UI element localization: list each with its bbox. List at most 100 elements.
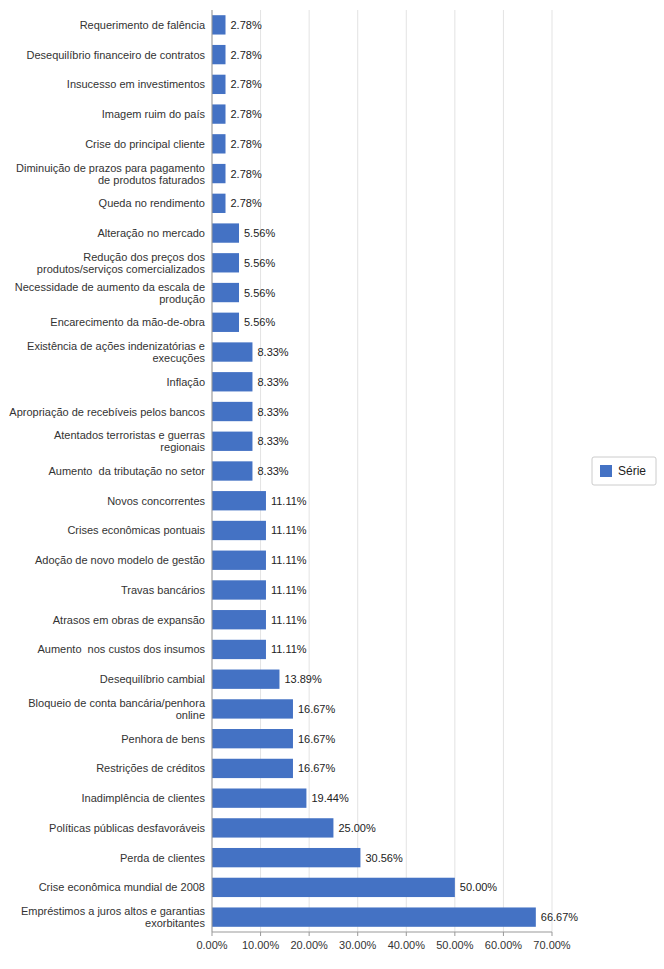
y-tick-label: Desequilíbrio cambial [100,673,205,685]
y-tick-label: Empréstimos a juros altos e garantiasexo… [21,905,206,929]
y-tick-label: Novos concorrentes [107,495,205,507]
legend-box [592,457,656,485]
bar [212,848,360,867]
y-tick-label: Aumento nos custos dos insumos [37,643,205,655]
bar [212,15,226,34]
y-tick-label: Crises econômicas pontuais [67,524,205,536]
data-label: 11.11% [271,524,307,536]
grid-line [212,10,213,932]
data-label: 8.33% [257,376,288,388]
x-tick-label: 30.00% [339,939,377,951]
bar [212,907,536,926]
bar [212,580,266,599]
bar [212,372,252,391]
y-tick-label: Apropriação de recebíveis pelos bancos [9,406,205,418]
y-tick-label: Encarecimento da mão-de-obra [50,316,206,328]
bar [212,521,266,540]
legend-swatch [600,465,612,477]
data-label: 11.11% [271,614,307,626]
bar [212,253,239,272]
x-tick-label: 0.00% [196,939,227,951]
data-label: 16.67% [298,703,336,715]
data-label: 8.33% [257,346,288,358]
x-tick-label: 10.00% [242,939,280,951]
data-label: 2.78% [231,19,262,31]
grid-line [552,10,553,932]
bar [212,551,266,570]
data-label: 5.56% [244,316,275,328]
data-label: 16.67% [298,733,336,745]
bars [212,15,536,927]
y-tick-label: Redução dos preços dosprodutos/serviços … [37,251,206,275]
y-tick-label: Requerimento de falência [80,19,206,31]
data-label: 5.56% [244,287,275,299]
y-tick-label: Bloqueio de conta bancária/penhoraonline [28,697,206,721]
y-tick-label: Restrições de créditos [96,762,205,774]
y-axis-line [212,10,213,932]
x-axis-line [212,932,552,933]
y-tick-label: Inadimplência de clientes [81,792,205,804]
data-label: 5.56% [244,227,275,239]
x-tick-label: 20.00% [290,939,328,951]
data-label: 50.00% [460,881,498,893]
bar [212,670,279,689]
bar [212,75,226,94]
y-tick-label: Existência de ações indenizatórias eexec… [27,340,205,364]
bar [212,640,266,659]
x-tick [260,932,261,936]
y-tick-label: Imagem ruim do país [102,108,206,120]
bar [212,878,455,897]
x-tick-label: 50.00% [436,939,474,951]
y-tick-label: Penhora de bens [121,733,205,745]
data-label: 19.44% [311,792,349,804]
y-tick-label: Aumento da tributação no setor [48,465,205,477]
x-tick [503,932,504,936]
y-tick-label: Atentados terroristas e guerrasregionais [54,429,206,453]
bar [212,223,239,242]
bar [212,104,226,123]
y-tick-label: Adoção de novo modelo de gestão [35,554,205,566]
y-tick-label: Necessidade de aumento da escala deprodu… [15,281,205,305]
data-label: 2.78% [231,108,262,120]
data-label: 8.33% [257,406,288,418]
grid [212,10,552,932]
data-label: 16.67% [298,762,336,774]
y-tick-label: Diminuição de prazos para pagamentode pr… [16,162,205,186]
y-tick-label: Crise do principal cliente [85,138,205,150]
bar [212,729,293,748]
grid-line [406,10,407,932]
data-label: 2.78% [231,138,262,150]
y-tick-label: Políticas públicas desfavoráveis [49,822,205,834]
data-label: 5.56% [244,257,275,269]
data-label: 13.89% [284,673,322,685]
data-label: 11.11% [271,584,307,596]
data-label: 66.67% [541,911,579,923]
bar [212,283,239,302]
bar [212,45,226,64]
x-tick-label: 40.00% [388,939,426,951]
bar [212,699,293,718]
data-labels: 2.78%2.78%2.78%2.78%2.78%2.78%2.78%5.56%… [231,19,579,923]
data-label: 11.11% [271,643,307,655]
y-tick-label: Atrasos em obras de expansão [53,614,205,626]
y-tick-label: Crise econômica mundial de 2008 [39,881,205,893]
y-tick-label: Insucesso em investimentos [67,78,206,90]
x-tick [552,932,553,936]
x-tick [212,932,213,936]
y-tick-label: Perda de clientes [120,852,205,864]
bar [212,194,226,213]
bar [212,313,239,332]
bar [212,342,252,361]
legend: Série [592,457,656,485]
x-tick-label: 70.00% [533,939,571,951]
data-label: 2.78% [231,78,262,90]
data-label: 11.11% [271,554,307,566]
x-tick [406,932,407,936]
bar [212,491,266,510]
grid-line [454,10,455,932]
data-label: 2.78% [231,49,262,61]
bar [212,788,306,807]
data-label: 2.78% [231,197,262,209]
x-tick-label: 60.00% [485,939,523,951]
x-tick [454,932,455,936]
